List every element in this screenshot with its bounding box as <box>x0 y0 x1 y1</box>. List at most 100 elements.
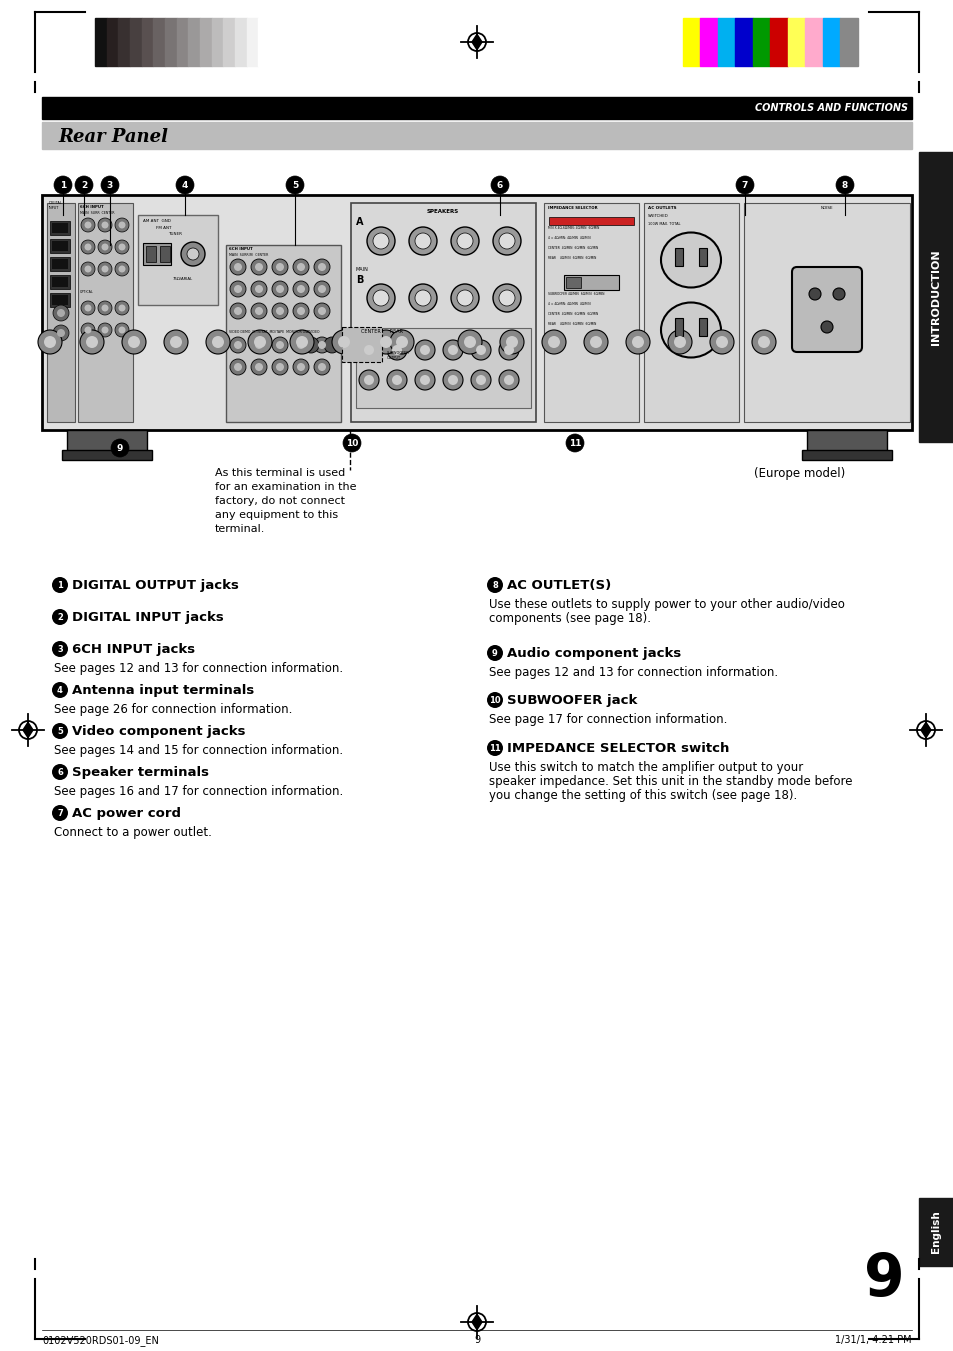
Text: 4: 4 <box>57 686 63 694</box>
Text: 7: 7 <box>741 181 747 190</box>
Text: 6CH INPUT: 6CH INPUT <box>80 205 104 209</box>
Circle shape <box>751 330 775 354</box>
Text: 6CH INPUT jacks: 6CH INPUT jacks <box>71 643 195 657</box>
Bar <box>675 249 682 266</box>
Bar <box>918 1198 953 1266</box>
Bar <box>718 18 735 66</box>
Circle shape <box>85 304 91 312</box>
Text: B: B <box>355 276 363 285</box>
Circle shape <box>52 765 68 780</box>
Text: Use this switch to match the amplifier output to your: Use this switch to match the amplifier o… <box>489 761 802 774</box>
Circle shape <box>415 232 431 249</box>
Text: SUBWOOFER jack: SUBWOOFER jack <box>506 694 637 707</box>
Circle shape <box>254 340 263 349</box>
Bar <box>804 18 822 66</box>
Bar <box>52 223 68 232</box>
Text: CENTER      REAR: CENTER REAR <box>360 330 402 334</box>
Circle shape <box>367 227 395 255</box>
Bar <box>787 18 804 66</box>
Bar <box>130 18 141 66</box>
Circle shape <box>230 336 246 353</box>
Bar <box>234 18 247 66</box>
Circle shape <box>832 288 844 300</box>
Text: 0102V520RDS01-09_EN: 0102V520RDS01-09_EN <box>42 1335 159 1346</box>
Circle shape <box>471 340 491 359</box>
Circle shape <box>451 227 478 255</box>
Circle shape <box>81 323 95 336</box>
Polygon shape <box>22 721 33 739</box>
Circle shape <box>53 305 69 322</box>
Circle shape <box>419 376 430 385</box>
Text: you change the setting of this switch (see page 18).: you change the setting of this switch (s… <box>489 789 797 802</box>
Circle shape <box>175 176 193 195</box>
Circle shape <box>415 340 435 359</box>
Circle shape <box>358 340 378 359</box>
Bar <box>42 195 911 430</box>
Circle shape <box>498 370 518 390</box>
Circle shape <box>230 281 246 297</box>
Bar <box>107 18 118 66</box>
Text: AC OUTLET(S): AC OUTLET(S) <box>506 580 611 592</box>
Circle shape <box>254 307 263 315</box>
Text: SPEAKERS: SPEAKERS <box>426 209 458 213</box>
Circle shape <box>98 240 112 254</box>
Circle shape <box>52 682 68 698</box>
Circle shape <box>115 240 129 254</box>
Circle shape <box>295 336 308 349</box>
Circle shape <box>206 330 230 354</box>
Text: 1/31/1, 4:21 PM: 1/31/1, 4:21 PM <box>835 1335 911 1346</box>
Circle shape <box>101 327 109 334</box>
Circle shape <box>505 336 517 349</box>
Text: INTRODUCTION: INTRODUCTION <box>930 249 941 345</box>
Text: 1: 1 <box>57 581 63 590</box>
Bar <box>743 203 909 422</box>
Text: 3: 3 <box>107 181 113 190</box>
Circle shape <box>122 330 146 354</box>
Bar <box>62 450 152 459</box>
Circle shape <box>293 336 309 353</box>
Circle shape <box>448 376 457 385</box>
Circle shape <box>667 330 691 354</box>
Bar <box>141 18 153 66</box>
Circle shape <box>275 363 284 372</box>
Circle shape <box>392 376 401 385</box>
Text: MIN X 4Ω-6Ω/MIN: 4Ω/MIN  6Ω/MIN: MIN X 4Ω-6Ω/MIN: 4Ω/MIN 6Ω/MIN <box>547 226 598 230</box>
Circle shape <box>272 281 288 297</box>
Circle shape <box>499 330 523 354</box>
Polygon shape <box>920 721 931 739</box>
Circle shape <box>81 301 95 315</box>
Text: 10: 10 <box>489 696 500 705</box>
Circle shape <box>251 259 267 276</box>
Circle shape <box>390 330 414 354</box>
Circle shape <box>409 227 436 255</box>
Text: speaker impedance. Set this unit in the standby mode before: speaker impedance. Set this unit in the … <box>489 775 852 788</box>
Circle shape <box>233 263 242 272</box>
Circle shape <box>164 330 188 354</box>
Circle shape <box>332 330 355 354</box>
Bar <box>52 277 68 286</box>
Circle shape <box>373 290 389 305</box>
Circle shape <box>233 285 242 293</box>
Circle shape <box>317 340 326 349</box>
Text: 4 = 4Ω/MIN: 4Ω/MIN  4Ω/MIN: 4 = 4Ω/MIN: 4Ω/MIN 4Ω/MIN <box>547 303 590 305</box>
Circle shape <box>230 359 246 376</box>
Bar <box>565 277 580 288</box>
Circle shape <box>98 218 112 232</box>
Circle shape <box>233 340 242 349</box>
Circle shape <box>115 218 129 232</box>
Circle shape <box>81 262 95 276</box>
Circle shape <box>373 232 389 249</box>
Bar <box>153 18 165 66</box>
Circle shape <box>52 640 68 657</box>
Circle shape <box>314 359 330 376</box>
Text: 2: 2 <box>81 181 87 190</box>
Bar <box>42 97 911 119</box>
Text: 9: 9 <box>116 444 123 453</box>
Circle shape <box>286 176 304 195</box>
Circle shape <box>275 263 284 272</box>
Circle shape <box>448 345 457 355</box>
Circle shape <box>364 345 374 355</box>
Text: 1: 1 <box>60 181 66 190</box>
Bar <box>52 295 68 305</box>
Circle shape <box>118 327 126 334</box>
